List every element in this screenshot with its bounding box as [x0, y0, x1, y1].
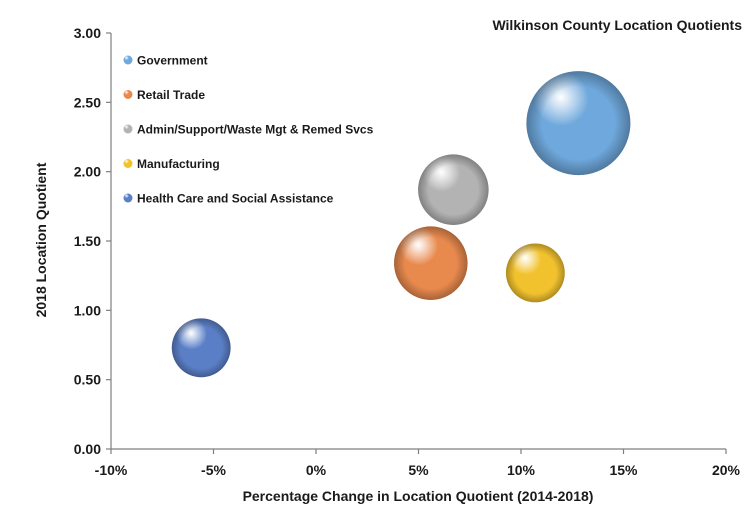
x-tick-label: -10% [95, 462, 128, 478]
x-tick-label: 5% [408, 462, 429, 478]
legend-label: Admin/Support/Waste Mgt & Remed Svcs [137, 123, 374, 137]
y-tick-label: 0.00 [74, 441, 101, 457]
y-tick-label: 1.50 [74, 233, 101, 249]
legend-item-manufacturing: Manufacturing [123, 157, 220, 171]
legend: Government Retail Trade Admin/Support/Wast… [123, 54, 374, 206]
legend-item-retail-trade: Retail Trade [123, 88, 205, 102]
bubble-retail-trade [394, 226, 468, 300]
chart-title: Wilkinson County Location Quotients [492, 17, 742, 33]
legend-marker [123, 159, 133, 168]
legend-item-admin-support-waste-mgt-remed-svcs: Admin/Support/Waste Mgt & Remed Svcs [123, 123, 374, 137]
x-axis-title: Percentage Change in Location Quotient (… [243, 488, 594, 504]
y-tick-label: 3.00 [74, 25, 101, 41]
x-tick-label: 15% [609, 462, 638, 478]
bubble-shade [526, 71, 631, 176]
y-tick-label: 2.50 [74, 94, 101, 110]
legend-label: Health Care and Social Assistance [137, 192, 334, 206]
y-axis-title: 2018 Location Quotient [33, 162, 49, 317]
y-tick-label: 0.50 [74, 372, 101, 388]
legend-marker [123, 55, 133, 65]
axes: 0.00 0.50 1.00 1.50 2.00 2.50 3.00 -10% -5% 0% 5% 1… [74, 25, 741, 478]
bubbles-layer [171, 71, 631, 378]
x-tick-label: -5% [201, 462, 226, 478]
legend-label: Government [137, 54, 208, 68]
legend-label: Retail Trade [137, 88, 205, 102]
bubble-admin-support-waste-mgt-remed-svcs [418, 154, 489, 225]
y-tick-label: 2.00 [74, 164, 101, 180]
y-tick-label: 1.00 [74, 302, 101, 318]
legend-marker [123, 193, 133, 203]
x-tick-label: 20% [712, 462, 741, 478]
bubble-government [526, 71, 631, 176]
x-tick-label: 0% [306, 462, 327, 478]
x-tick-label: 10% [507, 462, 536, 478]
legend-item-government: Government [123, 54, 208, 68]
legend-marker [123, 90, 133, 99]
bubble-shade [505, 243, 565, 303]
legend-item-health-care-and-social-assistance: Health Care and Social Assistance [123, 192, 334, 206]
bubble-shade [171, 318, 231, 378]
bubble-shade [418, 154, 489, 225]
bubble-shade [394, 226, 468, 300]
legend-marker [123, 124, 133, 134]
bubble-manufacturing [505, 243, 565, 303]
bubble-health-care-and-social-assistance [171, 318, 231, 378]
legend-label: Manufacturing [137, 157, 220, 171]
